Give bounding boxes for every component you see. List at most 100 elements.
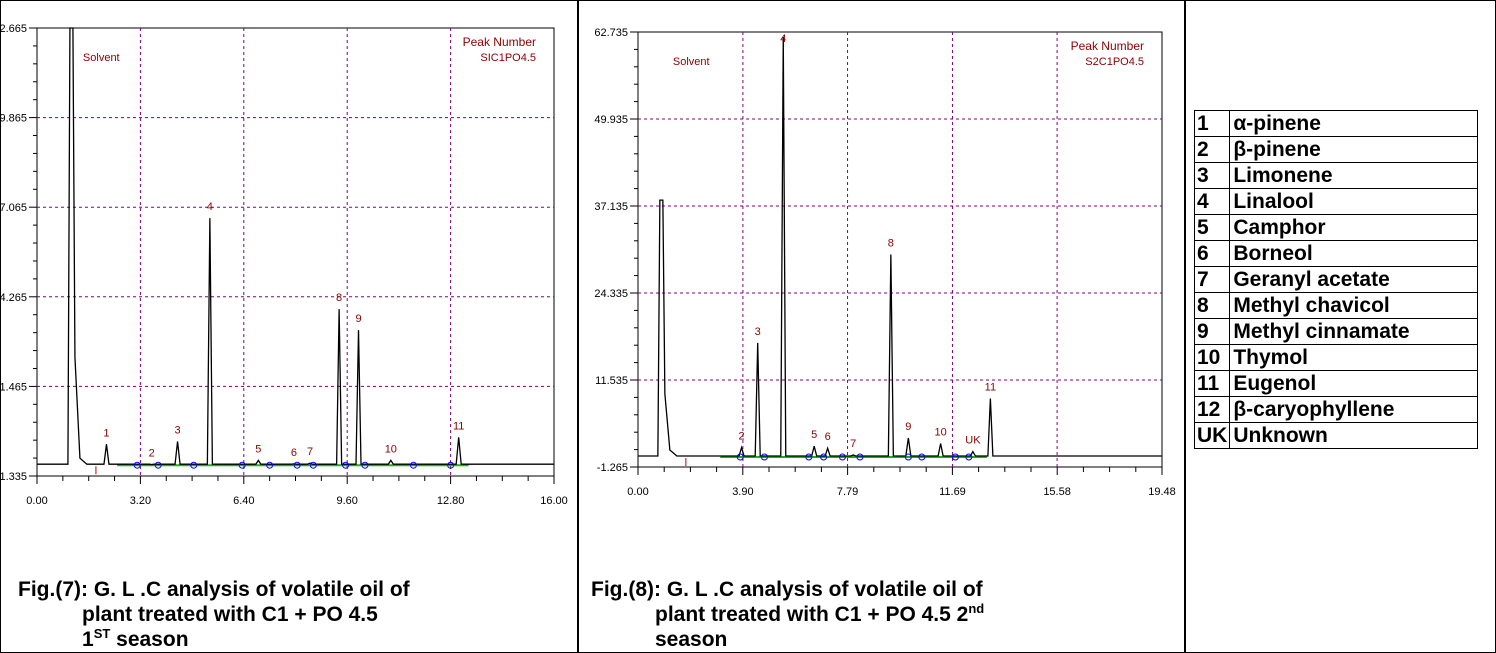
y-tick-label: 37.065 xyxy=(1,202,27,214)
legend-row: 6 Borneol xyxy=(1193,240,1479,267)
peak-label: 11 xyxy=(985,382,996,394)
legend-compound-name: β-caryophyllene xyxy=(1229,396,1479,423)
x-tick-label: 11.69 xyxy=(939,486,966,498)
x-tick-label: 0.00 xyxy=(627,486,648,498)
x-tick-label: 6.40 xyxy=(233,495,254,507)
x-tick-label: 9.60 xyxy=(336,495,357,507)
caption-8-line1: Fig.(8): G. L .C analysis of volatile oi… xyxy=(591,578,983,601)
y-tick-label: 24.265 xyxy=(1,292,27,304)
sample-id-label: S2C1PO4.5 xyxy=(1085,56,1144,68)
legend-compound-name: Methyl chavicol xyxy=(1229,292,1479,319)
baseline-marker xyxy=(918,453,926,461)
baseline-marker xyxy=(361,461,369,469)
peak-label: 8 xyxy=(888,237,894,249)
legend-compound-name: Thymol xyxy=(1229,344,1479,371)
caption-7-line3: 1ST season xyxy=(82,626,189,651)
chromatogram-8: 0.00 3.90 7.79 11.69 15.58 19.48 -1.265 11.535 2… xyxy=(594,27,1176,498)
peak-label: 5 xyxy=(255,443,261,455)
peak-label: 3 xyxy=(755,326,761,338)
legend-peak-number: 3 xyxy=(1193,162,1231,189)
sample-id-label: SIC1PO4.5 xyxy=(480,52,536,64)
solvent-label: Solvent xyxy=(673,56,710,68)
baseline-marker xyxy=(951,453,959,461)
legend-row: 5 Camphor xyxy=(1193,214,1479,241)
legend-peak-number: 8 xyxy=(1193,292,1231,319)
legend-row: 12 β-caryophyllene xyxy=(1193,396,1479,423)
y-tick-label: 49.865 xyxy=(1,113,27,125)
peak-label: 3 xyxy=(174,424,180,436)
y-tick-label: 62.665 xyxy=(1,23,27,35)
y-tick-label: 11.465 xyxy=(1,381,27,393)
peak-number-label: Peak Number xyxy=(463,35,536,49)
caption-8-line3: season xyxy=(655,628,728,651)
y-tick-label: -1.335 xyxy=(1,471,27,483)
x-tick-label: 19.48 xyxy=(1148,486,1176,498)
y-tick-label: 62.735 xyxy=(594,27,628,39)
legend-compound-name: Camphor xyxy=(1229,214,1479,241)
legend-compound-name: Geranyl acetate xyxy=(1229,266,1479,293)
peak-label: 11 xyxy=(453,420,464,432)
baseline-marker xyxy=(133,461,141,469)
x-tick-label: 12.80 xyxy=(437,495,465,507)
peak-label: UK xyxy=(965,435,981,447)
legend-row: 2 β-pinene xyxy=(1193,136,1479,163)
legend-compound-name: Borneol xyxy=(1229,240,1479,267)
legend-row: 11 Eugenol xyxy=(1193,370,1479,397)
baseline-marker xyxy=(838,453,846,461)
figure-8-caption: Fig.(8): G. L .C analysis of volatile oi… xyxy=(591,577,984,652)
x-tick-label: 0.00 xyxy=(26,495,47,507)
legend-peak-number: 10 xyxy=(1193,344,1231,371)
legend-row: 10 Thymol xyxy=(1193,344,1479,371)
baseline-marker xyxy=(190,461,198,469)
legend-row: 1 α-pinene xyxy=(1193,110,1479,137)
legend-row: 9 Methyl cinnamate xyxy=(1193,318,1479,345)
legend-peak-number: 6 xyxy=(1193,240,1231,267)
peak-label: 4 xyxy=(207,201,213,213)
legend-compound-name: Limonene xyxy=(1229,162,1479,189)
legend-peak-number: 7 xyxy=(1193,266,1231,293)
baseline-marker xyxy=(154,461,162,469)
x-tick-label: 3.20 xyxy=(130,495,151,507)
y-tick-label: 24.335 xyxy=(594,288,628,300)
peak-label: 10 xyxy=(934,426,946,438)
figure-7-caption: Fig.(7): G. L .C analysis of volatile oi… xyxy=(18,577,410,652)
baseline-marker xyxy=(904,453,912,461)
legend-peak-number: 9 xyxy=(1193,318,1231,345)
legend-compound-name: Linalool xyxy=(1229,188,1479,215)
legend-peak-number: 11 xyxy=(1193,370,1231,397)
legend-compound-name: Methyl cinnamate xyxy=(1229,318,1479,345)
chromatogram-trace xyxy=(37,27,554,466)
peak-label: 8 xyxy=(336,292,342,304)
peak-label: 6 xyxy=(825,431,831,443)
solvent-label: Solvent xyxy=(83,52,120,64)
baseline-marker xyxy=(238,461,246,469)
peak-label: 10 xyxy=(385,443,397,455)
legend-row: UK Unknown xyxy=(1193,422,1479,449)
peak-label: 5 xyxy=(811,429,817,441)
peak-label: 7 xyxy=(850,438,856,450)
figure-8-cell: 0.00 3.90 7.79 11.69 15.58 19.48 -1.265 11.535 2… xyxy=(578,0,1185,653)
legend-peak-number: 5 xyxy=(1193,214,1231,241)
legend-peak-number: 4 xyxy=(1193,188,1231,215)
plot-frame xyxy=(36,27,555,477)
peak-label: 4 xyxy=(780,33,786,45)
baseline-marker xyxy=(342,461,350,469)
caption-7-line1: Fig.(7): G. L .C analysis of volatile oi… xyxy=(18,578,410,601)
baseline-marker xyxy=(266,461,274,469)
peak-label: 2 xyxy=(739,431,745,443)
peak-label: 9 xyxy=(905,421,911,433)
y-tick-label: -1.265 xyxy=(597,462,628,474)
peak-label: 9 xyxy=(355,313,361,325)
x-tick-label: 7.79 xyxy=(837,486,858,498)
chromatogram-7: 0.00 3.20 6.40 9.60 12.80 16.00 -1.335 11.465 24… xyxy=(1,23,568,507)
baseline-marker xyxy=(965,453,973,461)
baseline-marker xyxy=(820,453,828,461)
x-tick-label: 15.58 xyxy=(1043,486,1071,498)
legend-compound-name: Eugenol xyxy=(1229,370,1479,397)
legend-row: 4 Linalool xyxy=(1193,188,1479,215)
legend-row: 8 Methyl chavicol xyxy=(1193,292,1479,319)
caption-8-line2: plant treated with C1 + PO 4.5 2nd xyxy=(655,601,985,626)
x-tick-label: 16.00 xyxy=(540,495,568,507)
y-tick-label: 37.135 xyxy=(594,201,628,213)
peak-label: 6 xyxy=(291,447,297,459)
